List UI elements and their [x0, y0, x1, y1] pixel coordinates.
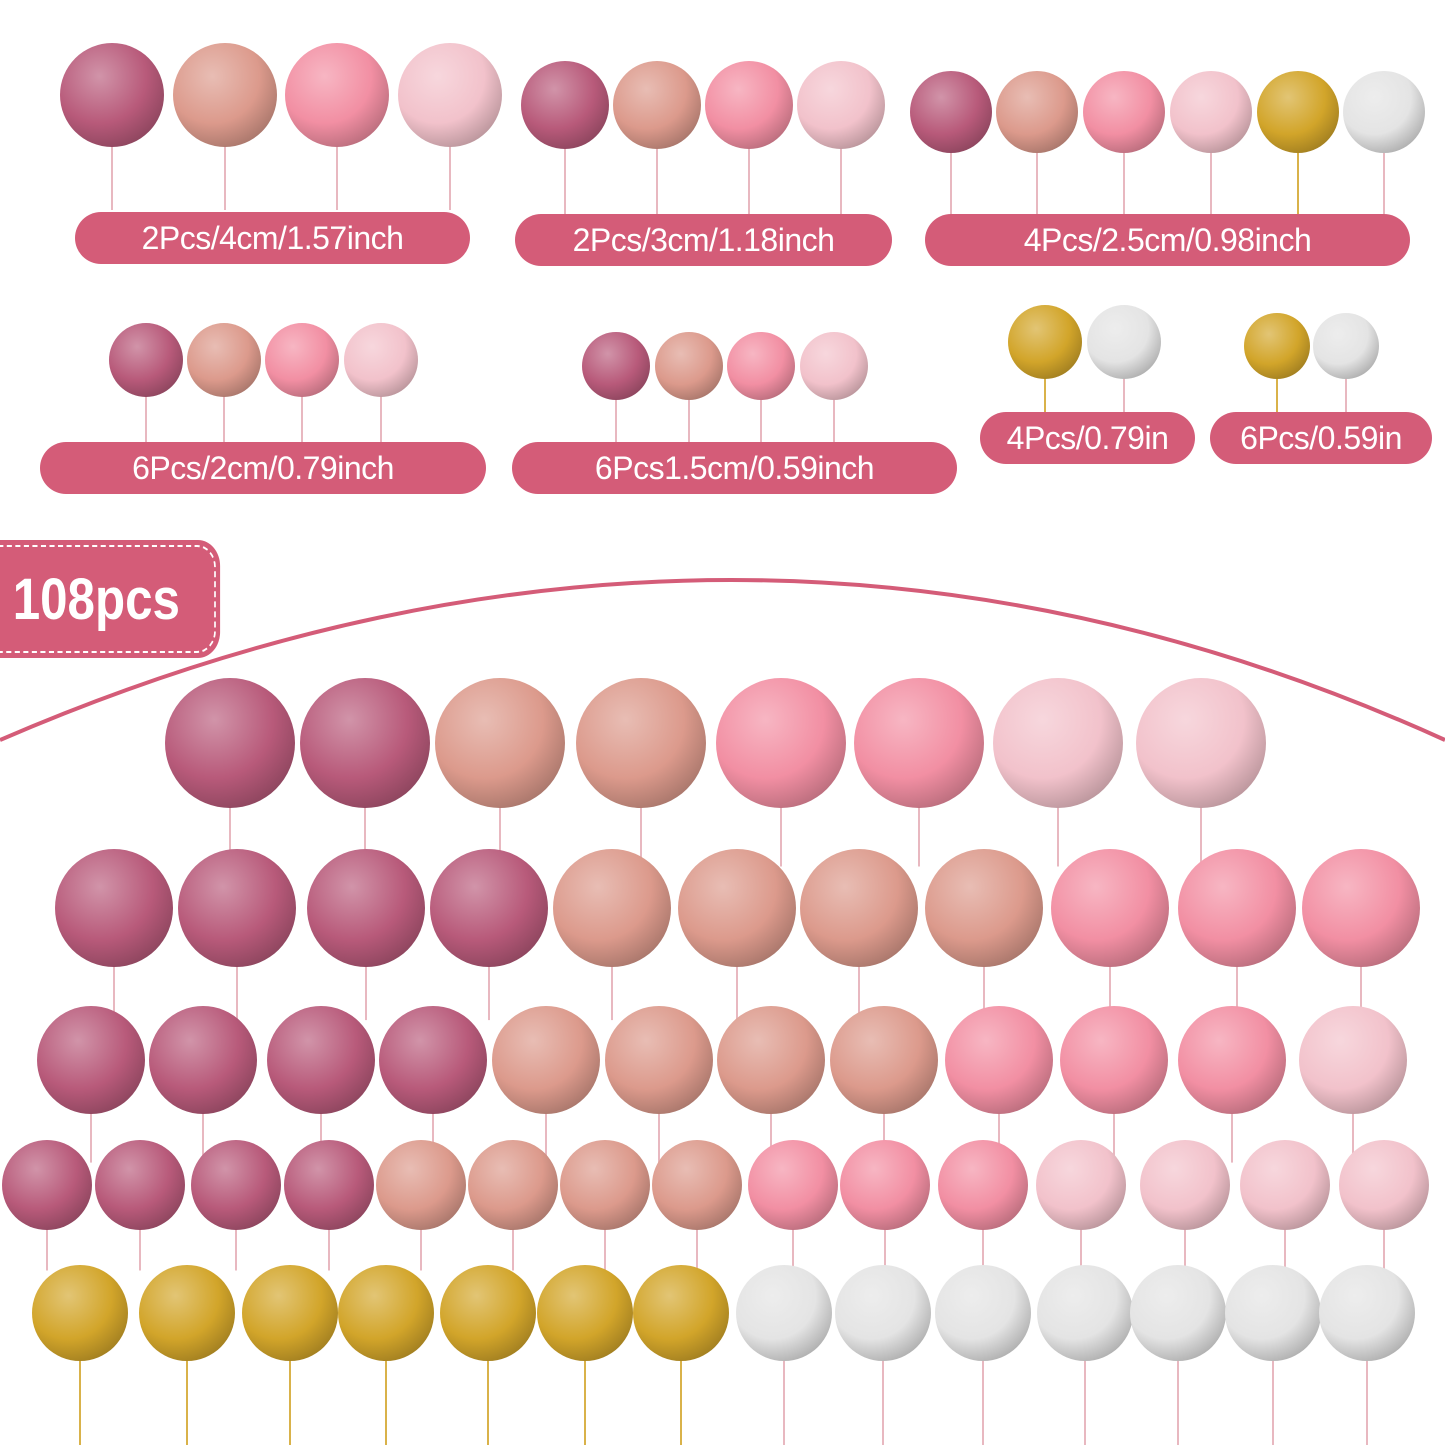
ball-pink [945, 1006, 1053, 1114]
ball-pearl-rose [678, 849, 796, 967]
ball-glitter-pink [910, 71, 992, 153]
ball-light-pink [993, 678, 1123, 808]
ball-glitter-pink [60, 43, 164, 147]
ball-pink [938, 1140, 1028, 1230]
ball-light-pink [1136, 678, 1266, 808]
ball-glitter-pink [165, 678, 295, 808]
ball-silver [1319, 1265, 1415, 1361]
ball-glitter-pink [307, 849, 425, 967]
ball-light-pink [797, 61, 885, 149]
ball-glitter-pink [430, 849, 548, 967]
ball-pearl-rose [468, 1140, 558, 1230]
ball-pink [1178, 849, 1296, 967]
size-label: 6Pcs/2cm/0.79inch [40, 442, 486, 494]
ball-glitter-pink [109, 323, 183, 397]
ball-gold [633, 1265, 729, 1361]
ball-pink [1051, 849, 1169, 967]
ball-glitter-pink [521, 61, 609, 149]
size-label: 4Pcs/0.79in [980, 412, 1195, 464]
ball-silver [736, 1265, 832, 1361]
size-label: 6Pcs1.5cm/0.59inch [512, 442, 957, 494]
ball-pearl-rose [925, 849, 1043, 967]
ball-light-pink [1170, 71, 1252, 153]
ball-light-pink [1240, 1140, 1330, 1230]
ball-glitter-pink [178, 849, 296, 967]
ball-gold [242, 1265, 338, 1361]
ball-pearl-rose [652, 1140, 742, 1230]
ball-glitter-pink [582, 332, 650, 400]
ball-glitter-pink [149, 1006, 257, 1114]
ball-glitter-pink [267, 1006, 375, 1114]
ball-pearl-rose [717, 1006, 825, 1114]
ball-glitter-pink [300, 678, 430, 808]
ball-silver [935, 1265, 1031, 1361]
ball-pearl-rose [376, 1140, 466, 1230]
ball-gold [139, 1265, 235, 1361]
size-label: 4Pcs/2.5cm/0.98inch [925, 214, 1410, 266]
size-label: 2Pcs/3cm/1.18inch [515, 214, 892, 266]
ball-gold [338, 1265, 434, 1361]
ball-pearl-rose [187, 323, 261, 397]
ball-gold [1008, 305, 1082, 379]
ball-pink [1060, 1006, 1168, 1114]
ball-gold [537, 1265, 633, 1361]
ball-glitter-pink [191, 1140, 281, 1230]
ball-pearl-rose [830, 1006, 938, 1114]
ball-pink [1302, 849, 1420, 967]
ball-pink [840, 1140, 930, 1230]
ball-gold [1244, 313, 1310, 379]
ball-glitter-pink [95, 1140, 185, 1230]
ball-pink [1083, 71, 1165, 153]
ball-silver [1225, 1265, 1321, 1361]
size-label: 6Pcs/0.59in [1210, 412, 1432, 464]
ball-glitter-pink [37, 1006, 145, 1114]
ball-pink [854, 678, 984, 808]
ball-light-pink [344, 323, 418, 397]
ball-silver [1087, 305, 1161, 379]
ball-pearl-rose [996, 71, 1078, 153]
ball-light-pink [1140, 1140, 1230, 1230]
ball-silver [1343, 71, 1425, 153]
ball-gold [32, 1265, 128, 1361]
count-badge: 108pcs [0, 540, 221, 658]
ball-pink [265, 323, 339, 397]
ball-light-pink [800, 332, 868, 400]
ball-pink [748, 1140, 838, 1230]
ball-pink [705, 61, 793, 149]
ball-pink [716, 678, 846, 808]
ball-pink [1178, 1006, 1286, 1114]
ball-light-pink [1299, 1006, 1407, 1114]
ball-pink [727, 332, 795, 400]
arc-divider [0, 578, 1445, 742]
ball-silver [1037, 1265, 1133, 1361]
ball-glitter-pink [379, 1006, 487, 1114]
ball-gold [1257, 71, 1339, 153]
ball-pearl-rose [492, 1006, 600, 1114]
ball-pearl-rose [613, 61, 701, 149]
ball-pearl-rose [173, 43, 277, 147]
ball-silver [1130, 1265, 1226, 1361]
ball-pearl-rose [553, 849, 671, 967]
ball-pearl-rose [560, 1140, 650, 1230]
ball-light-pink [1339, 1140, 1429, 1230]
ball-pearl-rose [605, 1006, 713, 1114]
ball-pearl-rose [576, 678, 706, 808]
ball-silver [835, 1265, 931, 1361]
size-label: 2Pcs/4cm/1.57inch [75, 212, 470, 264]
ball-pearl-rose [435, 678, 565, 808]
ball-glitter-pink [55, 849, 173, 967]
ball-gold [440, 1265, 536, 1361]
ball-silver [1313, 313, 1379, 379]
ball-light-pink [398, 43, 502, 147]
ball-pink [285, 43, 389, 147]
ball-light-pink [1036, 1140, 1126, 1230]
ball-glitter-pink [284, 1140, 374, 1230]
ball-glitter-pink [2, 1140, 92, 1230]
ball-pearl-rose [655, 332, 723, 400]
ball-pearl-rose [800, 849, 918, 967]
